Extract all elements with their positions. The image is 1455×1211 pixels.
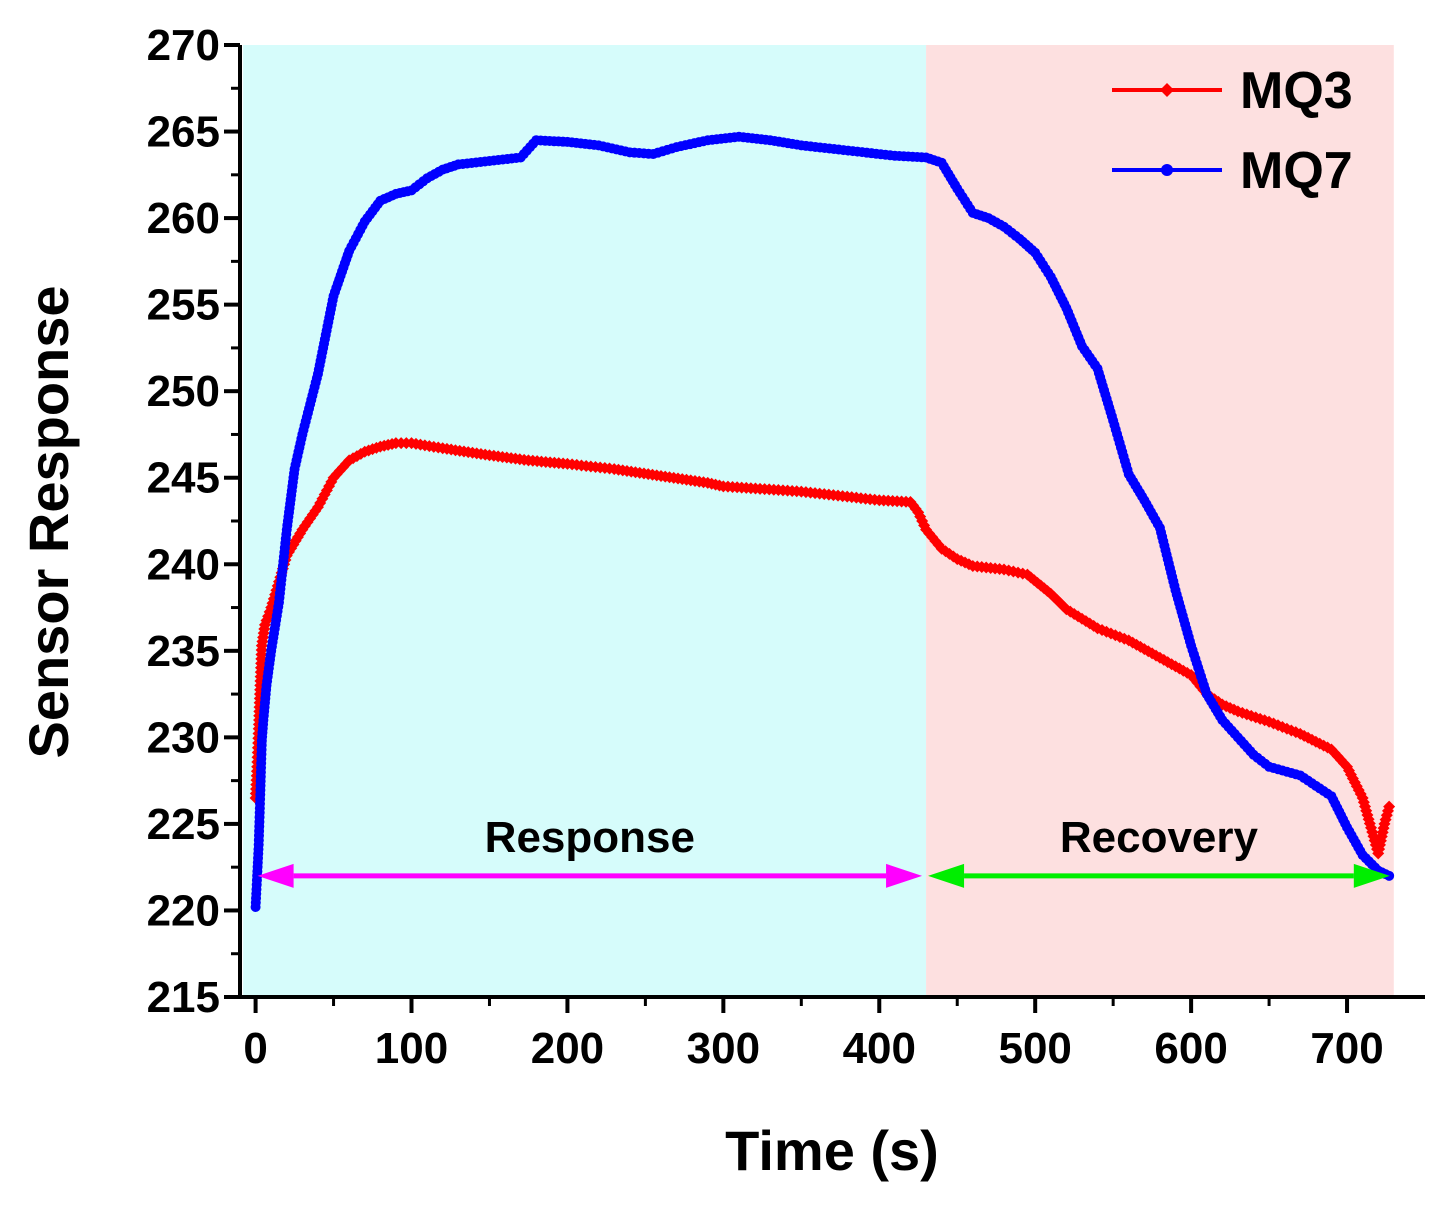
y-tick-label: 230 [147,713,220,762]
y-tick-label: 255 [147,281,220,330]
x-tick-label: 600 [1154,1024,1227,1073]
y-tick-label: 220 [147,886,220,935]
legend-entry-mq3: MQ3 [1112,62,1353,120]
arrow-response-head-left [257,863,294,888]
y-tick-label: 250 [147,367,220,416]
y-tick-label: 225 [147,800,220,849]
series-mq7 [250,131,1395,912]
x-tick-label: 300 [687,1024,760,1073]
x-tick-label: 500 [998,1024,1071,1073]
y-tick-label: 270 [147,21,220,70]
arrow-recovery-head-left [928,863,965,888]
y-tick-label: 265 [147,108,220,157]
phase-label-response: Response [485,813,695,862]
series-layer [249,131,1396,912]
legend-label-mq3: MQ3 [1240,62,1353,120]
legend-label-mq7: MQ7 [1240,142,1353,200]
y-tick-label: 215 [147,973,220,1022]
arrow-recovery-head-right [1353,863,1390,888]
legend-marker-mq3 [1160,83,1174,97]
phase-arrows: Response Recovery [257,813,1390,888]
x-tick-label: 400 [843,1024,916,1073]
y-tick-label: 245 [147,454,220,503]
x-tick-label: 700 [1310,1024,1383,1073]
region-response [243,45,927,997]
phase-label-recovery: Recovery [1060,813,1259,862]
legend-entry-mq7: MQ7 [1112,142,1353,200]
x-tick-label: 100 [375,1024,448,1073]
arrow-response-head-right [886,863,923,888]
y-tick-label: 260 [147,194,220,243]
y-tick-label: 235 [147,627,220,676]
y-tick-label: 240 [147,540,220,589]
x-tick-label: 200 [531,1024,604,1073]
legend-marker-mq7 [1161,164,1173,176]
axes: 0 100 200 300 400 500 600 700 215 220 225 230 235 240… [147,21,1425,1073]
y-axis-title: Sensor Response [17,285,80,758]
series-mq3 [249,437,1396,860]
x-tick-label: 0 [243,1024,267,1073]
x-axis-title: Time (s) [725,1119,939,1182]
data-point-mq3 [1383,800,1396,813]
